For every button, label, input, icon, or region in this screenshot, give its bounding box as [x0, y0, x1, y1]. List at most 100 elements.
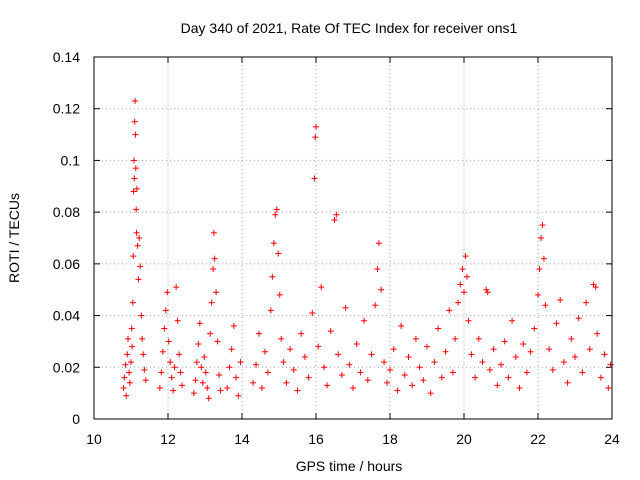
data-point — [455, 299, 462, 306]
data-point — [133, 185, 140, 192]
data-point — [459, 266, 466, 273]
data-point — [253, 361, 260, 368]
data-point — [452, 335, 459, 342]
data-point — [128, 359, 134, 366]
data-point — [435, 325, 442, 332]
plot-frame — [93, 56, 613, 420]
data-point — [199, 379, 206, 386]
data-point — [233, 374, 240, 381]
data-point — [173, 284, 180, 291]
data-point — [353, 341, 360, 348]
data-points — [120, 97, 614, 402]
data-point — [201, 353, 208, 360]
data-point — [468, 351, 475, 358]
data-point — [210, 266, 217, 273]
data-point — [539, 222, 546, 229]
data-point — [129, 299, 136, 306]
data-point — [520, 341, 527, 348]
x-axis-label: GPS time / hours — [296, 458, 403, 474]
data-point — [601, 351, 608, 358]
data-point — [273, 206, 280, 213]
data-point — [179, 382, 186, 389]
data-point — [607, 361, 614, 368]
data-point — [156, 384, 163, 391]
data-point — [357, 369, 364, 376]
data-point — [364, 377, 371, 384]
data-point — [122, 361, 129, 368]
x-tick-label: 18 — [382, 431, 398, 447]
data-point — [213, 289, 220, 296]
data-point — [375, 240, 382, 247]
data-point — [207, 330, 214, 337]
data-point — [583, 299, 590, 306]
x-tick-label: 24 — [604, 431, 620, 447]
data-point — [294, 387, 301, 394]
data-point — [405, 353, 412, 360]
data-point — [278, 335, 285, 342]
data-point — [457, 281, 464, 288]
data-point — [546, 346, 553, 353]
x-tick-label: 22 — [530, 431, 546, 447]
data-point — [130, 253, 137, 260]
data-point — [498, 361, 504, 368]
data-point — [214, 338, 221, 345]
data-point — [378, 286, 385, 293]
data-point — [463, 273, 470, 280]
data-point — [228, 346, 235, 353]
data-point — [549, 366, 556, 373]
data-point — [509, 317, 516, 324]
data-point — [412, 335, 419, 342]
data-point — [237, 359, 244, 366]
data-point — [258, 384, 265, 391]
data-point — [398, 322, 405, 329]
data-point — [123, 392, 130, 399]
data-point — [516, 384, 523, 391]
data-point — [535, 291, 541, 298]
data-point — [486, 366, 493, 373]
data-point — [420, 377, 427, 384]
data-point — [130, 188, 137, 195]
data-point — [210, 229, 217, 236]
data-point — [167, 359, 174, 366]
ticks: 10 12 14 16 18 20 22 24 0 0.02 0.04 0.06 0.08 0.1 0.12… — [53, 49, 620, 447]
data-point — [540, 255, 547, 262]
data-point — [121, 374, 128, 381]
data-point — [230, 322, 237, 329]
data-point — [190, 390, 197, 397]
data-point — [159, 348, 166, 355]
data-point — [217, 387, 224, 394]
y-tick-label: 0.1 — [61, 152, 81, 168]
y-tick-label: 0.14 — [53, 49, 80, 65]
data-point — [298, 330, 305, 337]
data-point — [560, 359, 567, 366]
data-point — [205, 395, 212, 402]
data-point — [465, 317, 472, 324]
data-point — [315, 343, 322, 350]
data-point — [224, 384, 231, 391]
data-point — [579, 369, 586, 376]
data-point — [381, 359, 388, 366]
data-point — [142, 377, 149, 384]
data-point — [140, 351, 147, 358]
data-point — [537, 235, 544, 241]
data-point — [132, 165, 139, 172]
data-point — [174, 317, 181, 324]
data-point — [283, 379, 290, 386]
data-point — [168, 374, 175, 381]
data-point — [557, 297, 564, 304]
data-point — [512, 353, 519, 360]
data-point — [135, 276, 142, 283]
data-point — [256, 330, 263, 337]
data-point — [338, 372, 345, 379]
data-point — [479, 359, 486, 366]
data-point — [125, 335, 132, 342]
data-point — [235, 392, 242, 399]
y-tick-label: 0.06 — [53, 256, 80, 272]
data-point — [431, 359, 438, 366]
data-point — [523, 369, 530, 376]
data-point — [335, 351, 342, 358]
data-point — [361, 317, 368, 324]
data-point — [505, 374, 512, 381]
data-point — [195, 341, 202, 348]
data-point — [305, 374, 312, 381]
